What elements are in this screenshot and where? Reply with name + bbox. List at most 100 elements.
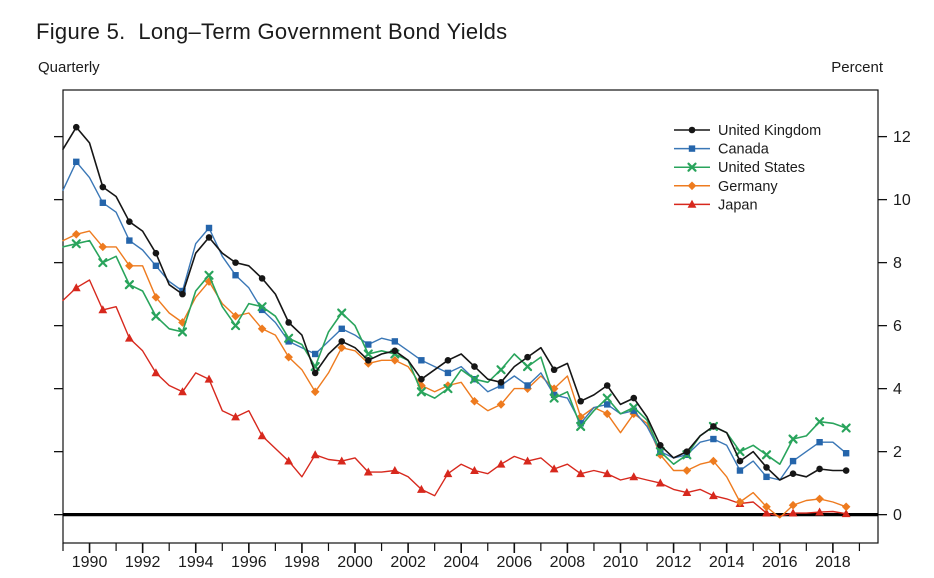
plot-border [62,89,879,544]
marker-x [337,308,347,318]
marker-x [98,258,108,268]
y-tick-label: 6 [893,318,902,335]
marker-x [124,280,134,290]
marker-triangle [98,305,108,314]
marker-circle [603,382,611,389]
series-germany [62,229,851,519]
marker-square [418,357,425,364]
marker-circle [816,465,823,473]
legend: United Kingdom Canada United States Germany… [674,123,821,213]
marker-diamond [841,502,851,512]
x-tick-label: 2012 [656,554,692,571]
marker-square [550,391,558,399]
marker-triangle [151,368,161,377]
marker-triangle [602,469,612,478]
x-tick-label: 1990 [72,554,108,571]
marker-triangle [71,283,81,292]
series-japan [62,279,851,518]
marker-square [338,325,345,332]
marker-circle [205,234,213,241]
y-tick-label: 12 [893,129,911,146]
marker-x [576,421,586,432]
x-tick-label: 2008 [550,554,586,571]
marker-square [630,407,637,414]
x-tick-label: 2002 [390,554,426,571]
marker-x [177,327,188,337]
marker-x [761,450,772,460]
marker-diamond [310,387,320,397]
marker-square [365,341,372,348]
marker-square [205,224,213,232]
legend-label-germany: Germany [718,179,778,195]
series-markers-united-kingdom [72,123,850,477]
marker-circle [550,366,558,374]
x-axis: 1990 1992 1994 1996 1998 2000 2002 2004 2006 2008… [62,543,861,571]
marker-circle [258,275,266,282]
marker-diamond [417,381,426,390]
marker-triangle [390,465,400,474]
marker-triangle [788,508,798,517]
series-line-germany [62,230,847,519]
marker-x [496,365,506,375]
y-tick-label: 8 [893,255,902,272]
marker-triangle [655,478,665,487]
x-tick-label: 2006 [497,554,533,571]
marker-circle [338,338,346,345]
y-tick-label: 4 [893,381,902,398]
marker-square [311,350,319,358]
marker-square [99,199,107,206]
marker-x [230,321,241,331]
marker-circle [842,467,850,474]
x-tick-label: 1996 [231,554,267,571]
marker-square [736,467,744,474]
legend-item-germany: Germany [674,179,778,195]
marker-x [284,333,294,343]
marker-circle [418,375,425,383]
marker-triangle [443,469,453,478]
marker-diamond [549,384,559,393]
marker-circle [232,259,239,266]
legend-item-united-kingdom: United Kingdom [674,123,821,139]
marker-triangle [576,469,586,478]
marker-triangle [687,199,697,208]
marker-x [735,447,745,457]
marker-triangle [523,456,532,465]
series-line-united-states [62,239,847,466]
marker-circle [710,423,717,430]
marker-x [549,393,559,403]
y-unit-caption: Percent [831,59,883,76]
marker-triangle [178,387,187,396]
marker-circle [285,319,292,326]
marker-x [204,270,214,280]
series-united-kingdom [62,123,850,481]
series-markers-japan [71,283,851,518]
x-tick-label: 2010 [603,554,639,571]
marker-x [151,311,161,321]
marker-x [788,434,798,444]
marker-diamond [231,311,240,321]
marker-x [814,417,825,427]
marker-triangle [204,374,214,383]
marker-square [577,420,584,427]
marker-x [602,393,612,403]
x-tick-label: 1992 [125,554,161,571]
marker-circle [152,249,160,257]
marker-circle [657,442,664,449]
marker-circle [789,470,797,477]
marker-circle [179,290,186,298]
marker-triangle [231,412,240,421]
marker-triangle [310,450,320,459]
marker-square [816,438,823,446]
x-tick-label: 1998 [284,554,320,571]
marker-x [443,384,453,394]
marker-triangle [762,508,771,517]
marker-square [789,457,797,465]
series-united-states [62,239,851,466]
legend-item-united-states: United States [674,160,805,176]
marker-circle [444,356,452,364]
marker-circle [497,379,505,386]
marker-square [285,338,292,345]
marker-circle [311,369,319,377]
marker-diamond [337,343,347,352]
